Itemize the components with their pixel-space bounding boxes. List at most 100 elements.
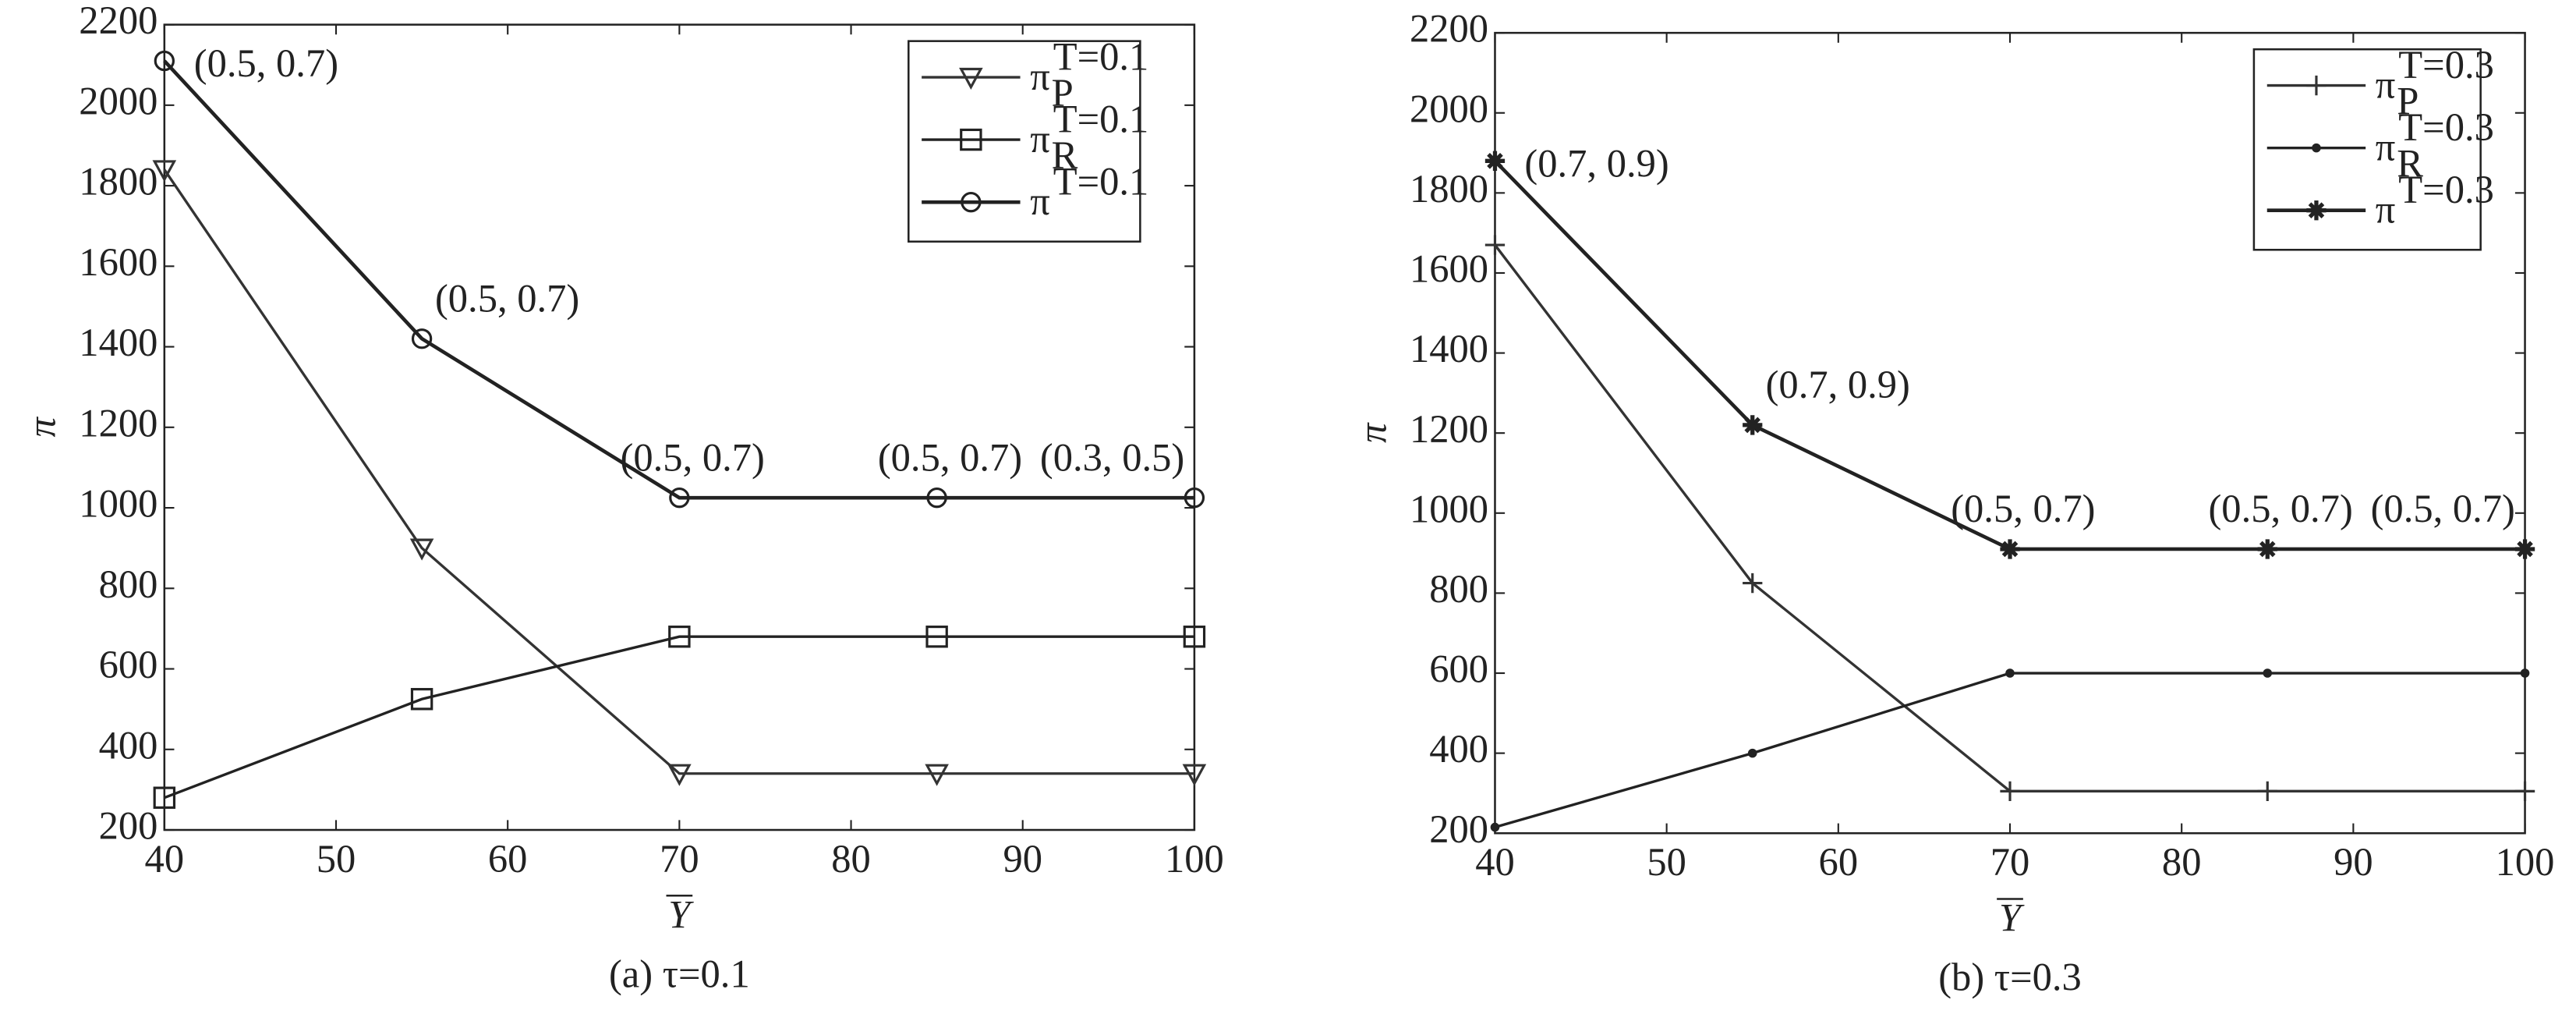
x-tick-label: 90 <box>1003 837 1042 881</box>
x-tick-label: 100 <box>1165 837 1224 881</box>
marker <box>2000 781 2020 802</box>
y-tick-label: 1400 <box>79 321 157 364</box>
y-tick-label: 1600 <box>1410 247 1488 291</box>
legend-superscript: T=0.3 <box>2398 43 2494 87</box>
marker <box>409 538 434 561</box>
legend-label: π <box>1030 179 1050 223</box>
marker <box>925 626 948 648</box>
y-tick-label: 1600 <box>79 240 157 284</box>
marker <box>154 50 175 72</box>
y-tick-label: 400 <box>99 723 158 767</box>
y-tick-label: 600 <box>1429 647 1488 691</box>
marker <box>959 67 983 90</box>
legend-label: π <box>1030 55 1050 98</box>
marker <box>960 128 982 151</box>
x-tick-label: 60 <box>488 837 528 881</box>
marker <box>153 786 176 809</box>
annotation: (0.7, 0.9) <box>1766 363 1910 406</box>
y-tick-label: 800 <box>99 562 158 606</box>
y-tick-label: 400 <box>1429 727 1488 771</box>
marker <box>669 487 690 509</box>
x-tick-label: 70 <box>660 837 699 881</box>
legend-superscript: T=0.3 <box>2398 105 2494 149</box>
marker <box>2000 539 2020 559</box>
legend-superscript: T=0.1 <box>1053 160 1149 204</box>
chart: 200 400 600 800 1000 1200 1400 1600 1800 2000 2200… <box>1350 7 2554 999</box>
caption: (a) τ=0.1 <box>609 952 750 995</box>
y-tick-label: 600 <box>99 643 158 686</box>
marker <box>668 626 691 648</box>
marker <box>1183 626 1206 648</box>
marker <box>1743 573 1763 594</box>
legend-box <box>2252 48 2482 251</box>
legend-subscript: P <box>2397 79 2419 122</box>
marker <box>2514 781 2535 802</box>
series-line <box>164 635 1194 800</box>
marker <box>1747 748 1757 758</box>
marker <box>2005 668 2015 678</box>
marker <box>2257 781 2277 802</box>
marker <box>410 688 433 711</box>
legend-subscript: R <box>2397 142 2423 186</box>
annotation: (0.5, 0.7) <box>878 435 1022 479</box>
x-tick-label: 60 <box>1819 840 1859 884</box>
y-axis-label: π <box>1350 422 1394 443</box>
y-tick-label: 1000 <box>79 482 157 526</box>
marker <box>1484 151 1506 171</box>
annotation: (0.5, 0.7) <box>1951 487 2095 530</box>
y-tick-label: 1200 <box>79 401 157 445</box>
x-tick-label: 80 <box>831 837 871 881</box>
x-tick-label: 90 <box>2334 840 2373 884</box>
marker <box>1484 235 1506 255</box>
y-tick-label: 2200 <box>1410 7 1488 51</box>
x-tick-label: 100 <box>2496 840 2555 884</box>
annotation: (0.7, 0.9) <box>1524 141 1668 185</box>
legend-label: π <box>2376 188 2396 232</box>
y-tick-label: 200 <box>1429 807 1488 851</box>
marker <box>2263 668 2273 678</box>
annotation: (0.3, 0.5) <box>1040 435 1184 479</box>
marker <box>1490 822 1500 832</box>
y-tick-label: 1800 <box>1410 167 1488 211</box>
y-tick-label: 200 <box>99 804 158 848</box>
chart: 200 400 600 800 1000 1200 1400 1600 1800 2000 2200… <box>20 0 1224 995</box>
y-tick-label: 2000 <box>1410 87 1488 130</box>
annotation: (0.5, 0.7) <box>621 435 765 479</box>
marker <box>926 487 947 509</box>
marker <box>1184 487 1205 509</box>
x-axis-label: Y <box>1999 896 2025 940</box>
marker <box>152 160 177 183</box>
series-line <box>163 59 1194 500</box>
legend-box <box>908 40 1141 243</box>
x-tick-label: 50 <box>1647 840 1686 884</box>
legend-subscript: P <box>1052 71 1074 115</box>
caption: (b) τ=0.3 <box>1938 955 2082 998</box>
y-tick-label: 1000 <box>1410 487 1488 530</box>
marker <box>2306 200 2327 221</box>
series-line <box>1495 672 2525 829</box>
series-line <box>163 168 1194 775</box>
x-tick-label: 70 <box>1990 840 2030 884</box>
y-tick-label: 1400 <box>1410 327 1488 370</box>
legend-superscript: T=0.3 <box>2398 168 2494 211</box>
x-tick-label: 50 <box>317 837 356 881</box>
y-tick-label: 1800 <box>79 160 157 204</box>
legend-label: π <box>2376 62 2396 106</box>
annotation: (0.5, 0.7) <box>435 277 579 321</box>
annotation: (0.5, 0.7) <box>2208 487 2352 530</box>
marker <box>2257 539 2277 559</box>
marker <box>667 764 692 786</box>
x-tick-label: 40 <box>1475 840 1515 884</box>
marker <box>961 191 982 213</box>
x-tick-label: 40 <box>145 837 185 881</box>
marker <box>2520 668 2530 678</box>
marker <box>411 328 433 349</box>
marker <box>2312 143 2321 153</box>
legend-subscript: R <box>1052 133 1078 177</box>
y-axis-label: π <box>20 416 64 437</box>
legend-superscript: T=0.1 <box>1053 35 1149 79</box>
x-tick-label: 80 <box>2162 840 2202 884</box>
marker <box>1182 764 1207 786</box>
legend-label: π <box>1030 117 1050 161</box>
